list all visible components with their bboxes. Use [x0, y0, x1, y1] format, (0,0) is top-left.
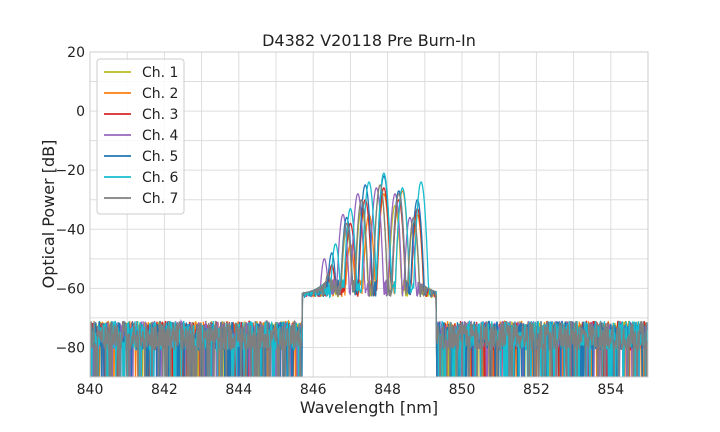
legend-label: Ch. 5	[142, 149, 178, 165]
y-tick-label: 20	[67, 45, 85, 61]
plot-area	[90, 172, 648, 377]
chart-title: D4382 V20118 Pre Burn-In	[262, 31, 476, 50]
x-tick-label: 854	[597, 382, 624, 398]
legend-label: Ch. 2	[142, 86, 178, 102]
x-axis-label: Wavelength [nm]	[300, 398, 438, 417]
y-tick-label: −60	[55, 281, 85, 297]
y-tick-label: −20	[55, 163, 85, 179]
x-tick-label: 840	[77, 382, 104, 398]
x-tick-label: 842	[151, 382, 178, 398]
legend-label: Ch. 3	[142, 107, 178, 123]
x-tick-label: 850	[449, 382, 476, 398]
y-tick-label: −40	[55, 222, 85, 238]
legend-label: Ch. 1	[142, 65, 178, 81]
x-tick-label: 844	[225, 382, 252, 398]
legend-label: Ch. 6	[142, 170, 179, 186]
x-tick-label: 846	[300, 382, 327, 398]
y-tick-label: −80	[55, 340, 85, 356]
legend-label: Ch. 7	[142, 191, 178, 207]
legend-box	[96, 58, 185, 215]
legend: Ch. 1 Ch. 2 Ch. 3 Ch. 4 Ch. 5 Ch. 6 Ch. 7	[96, 58, 185, 215]
x-tick-label: 852	[523, 382, 550, 398]
legend-label: Ch. 4	[142, 128, 179, 144]
y-axis-label: Optical Power [dB]	[39, 140, 58, 289]
series-line-ch-7	[90, 184, 648, 377]
plot-frame	[89, 51, 649, 378]
y-tick-label: 0	[76, 104, 85, 120]
ticks: 840 842 844 846 848 850 852 854 20 0 −20 −40 −60 −80	[55, 45, 624, 398]
x-tick-label: 848	[374, 382, 401, 398]
